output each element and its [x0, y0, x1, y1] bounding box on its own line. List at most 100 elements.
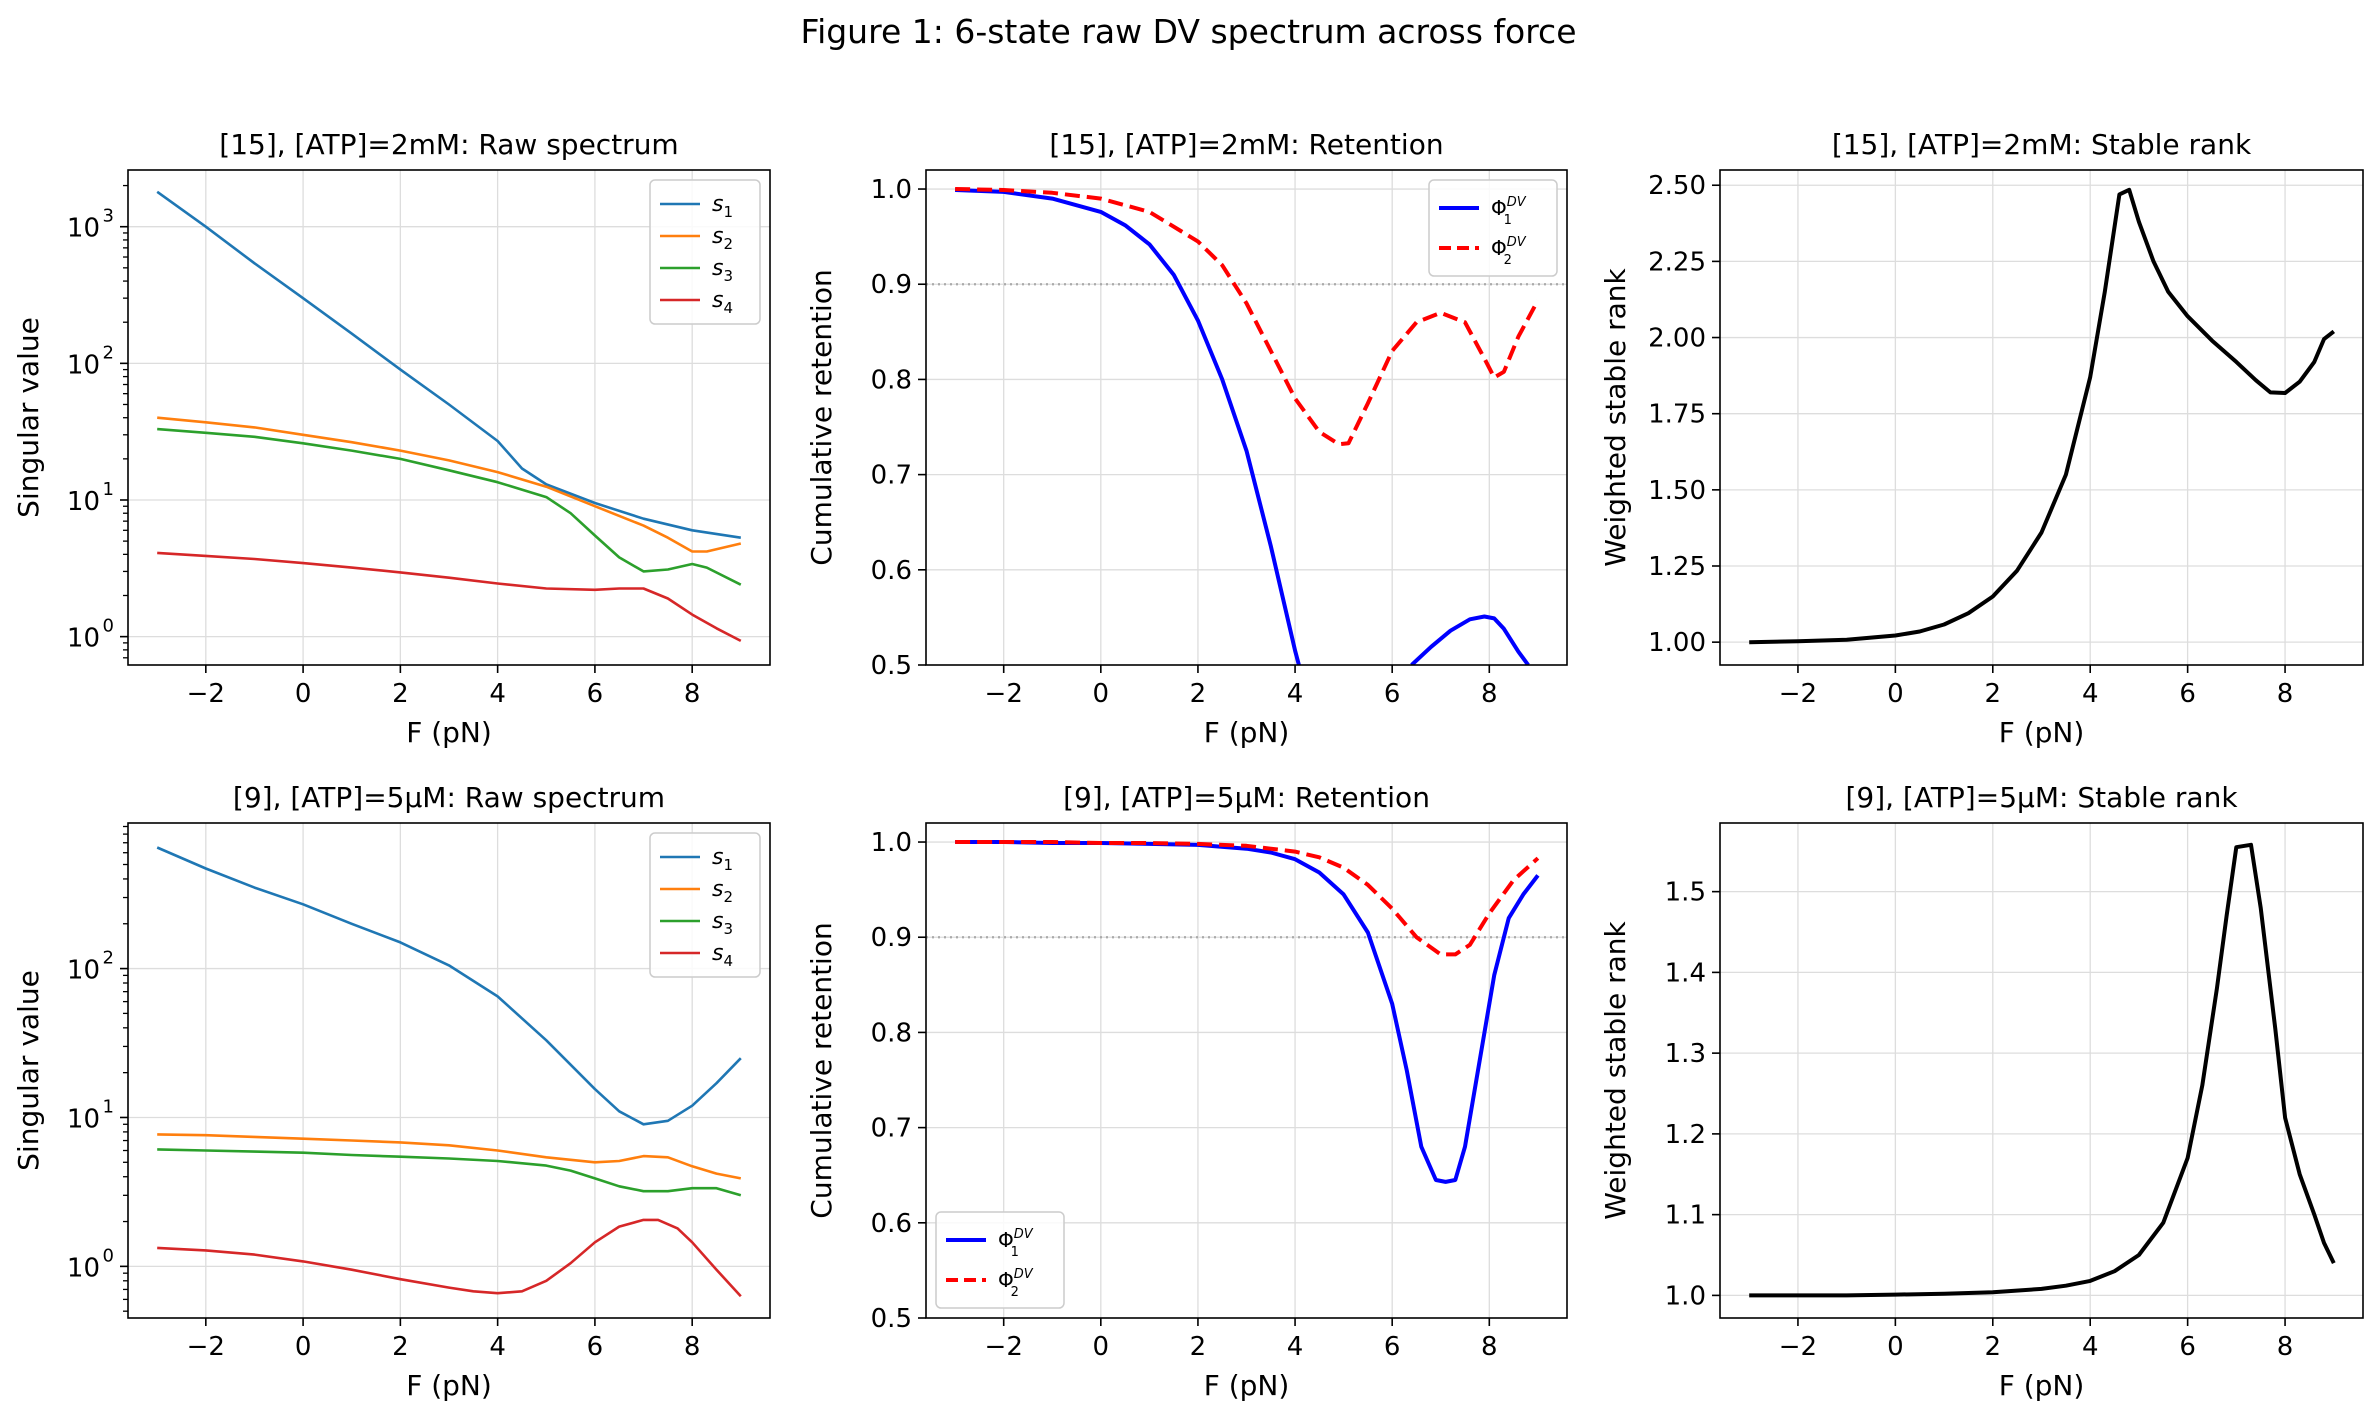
- y-tick-label: 0.6: [871, 1209, 912, 1239]
- y-tick-label: 0.5: [871, 1304, 912, 1334]
- x-tick-label: 0: [1887, 1332, 1904, 1362]
- panel-title: [9], [ATP]=5μM: Retention: [1063, 781, 1430, 814]
- x-tick-label: −2: [1779, 1332, 1817, 1362]
- x-tick-label: 8: [2277, 679, 2294, 709]
- panel-title: [15], [ATP]=2mM: Retention: [1049, 128, 1443, 161]
- x-tick-label: 6: [587, 1332, 604, 1362]
- x-tick-label: −2: [187, 679, 225, 709]
- series-line-phi1: [1410, 614, 1530, 665]
- series-line-s1: [156, 846, 742, 1126]
- series-group: [955, 840, 1540, 1184]
- series-line-phi2: [955, 187, 1540, 447]
- y-axis-label: Weighted stable rank: [1599, 267, 1632, 566]
- figure-title: Figure 1: 6-state raw DV spectrum across…: [800, 12, 1577, 51]
- series-line-s4: [157, 1218, 742, 1298]
- x-tick-label: 4: [489, 679, 506, 709]
- x-axis-label: F (pN): [1999, 1369, 2085, 1402]
- axes-frame: [925, 822, 1568, 1319]
- y-tick-label: 1.4: [1665, 958, 1706, 988]
- y-tick-label: 10: [67, 624, 100, 654]
- x-axis-label: F (pN): [406, 716, 492, 749]
- panel-title: [9], [ATP]=5μM: Stable rank: [1845, 781, 2238, 814]
- y-tick-label: 1.5: [1665, 878, 1706, 908]
- series-line-s4: [157, 551, 742, 643]
- series-group: [1749, 187, 2336, 645]
- x-tick-label: 8: [684, 1332, 701, 1362]
- y-tick-exponent: 0: [103, 1245, 114, 1266]
- y-tick-label: 10: [67, 1104, 100, 1134]
- series-line-s2: [157, 416, 742, 553]
- panel-retention-2mM: −2 0 2 4 6 8 0.5 0.6 0.7 0.8 0.9 1.0 [15], [ATP]=2mM…: [805, 128, 1568, 749]
- y-tick-exponent: 2: [103, 342, 114, 363]
- x-tick-label: 2: [1985, 1332, 2002, 1362]
- x-tick-label: 6: [1384, 1332, 1401, 1362]
- series-line-s2: [157, 1133, 742, 1180]
- y-tick-label: 1.25: [1648, 552, 1706, 582]
- series-group: [156, 190, 742, 643]
- y-tick-label: 1.0: [1665, 1281, 1706, 1311]
- series-group: [955, 187, 1540, 665]
- y-tick-exponent: 1: [103, 1096, 114, 1117]
- axes-frame: [1719, 822, 2364, 1319]
- x-tick-label: 2: [1190, 1332, 1207, 1362]
- x-tick-label: −2: [1779, 679, 1817, 709]
- x-tick-label: 6: [1384, 679, 1401, 709]
- x-tick-label: 4: [1287, 1332, 1304, 1362]
- legend-frame: [649, 179, 761, 325]
- legend-frame: [1428, 179, 1558, 277]
- series-group: [1749, 842, 2336, 1298]
- y-tick-label: 0.7: [871, 1114, 912, 1144]
- panel-retention-5uM: −2 0 2 4 6 8 0.5 0.6 0.7 0.8 0.9 1.0 [9], [ATP]=5μM:…: [805, 781, 1568, 1402]
- y-tick-label: 10: [67, 1253, 100, 1283]
- axes-frame: [925, 169, 1568, 666]
- series-line-s1: [156, 190, 741, 539]
- y-tick-label: 2.25: [1648, 247, 1706, 277]
- x-tick-label: 0: [1887, 679, 1904, 709]
- axes-frame: [1719, 169, 2364, 666]
- y-tick-label: 0.8: [871, 365, 912, 395]
- x-axis-label: F (pN): [406, 1369, 492, 1402]
- x-tick-label: 0: [295, 679, 312, 709]
- y-tick-label: 0.6: [871, 556, 912, 586]
- y-tick-label: 10: [67, 214, 100, 244]
- x-tick-label: 0: [1093, 1332, 1110, 1362]
- x-tick-label: 2: [392, 679, 409, 709]
- y-axis-label: Singular value: [12, 317, 45, 518]
- series-group: [156, 846, 742, 1298]
- x-tick-label: 8: [684, 679, 701, 709]
- series-line-phi1: [955, 188, 1301, 665]
- x-tick-label: 0: [295, 1332, 312, 1362]
- x-axis-label: F (pN): [1204, 716, 1290, 749]
- x-tick-label: 4: [2082, 679, 2099, 709]
- x-tick-label: 2: [392, 1332, 409, 1362]
- x-tick-label: 2: [1190, 679, 1207, 709]
- y-tick-label: 1.2: [1665, 1120, 1706, 1150]
- y-tick-label: 10: [67, 350, 100, 380]
- y-axis-label: Cumulative retention: [805, 269, 838, 565]
- y-tick-label: 2.50: [1648, 171, 1706, 201]
- y-axis-label: Cumulative retention: [805, 922, 838, 1218]
- y-tick-exponent: 2: [103, 948, 114, 969]
- x-tick-label: 8: [1481, 1332, 1498, 1362]
- legend-frame: [649, 832, 761, 978]
- x-tick-label: 8: [2277, 1332, 2294, 1362]
- axes-frame: [127, 169, 771, 666]
- x-axis-label: F (pN): [1204, 1369, 1290, 1402]
- x-tick-label: 6: [2179, 1332, 2196, 1362]
- y-tick-label: 10: [67, 956, 100, 986]
- y-tick-exponent: 1: [103, 479, 114, 500]
- series-line-phi1: [955, 840, 1540, 1184]
- y-tick-label: 1.1: [1665, 1201, 1706, 1231]
- y-tick-label: 0.9: [871, 923, 912, 953]
- legend-frame: [935, 1211, 1065, 1309]
- y-tick-exponent: 0: [103, 616, 114, 637]
- series-line-phi2: [955, 840, 1540, 957]
- x-tick-label: 4: [489, 1332, 506, 1362]
- panel-title: [9], [ATP]=5μM: Raw spectrum: [233, 781, 665, 814]
- x-tick-label: 0: [1093, 679, 1110, 709]
- series-line-stable-rank: [1749, 187, 2336, 645]
